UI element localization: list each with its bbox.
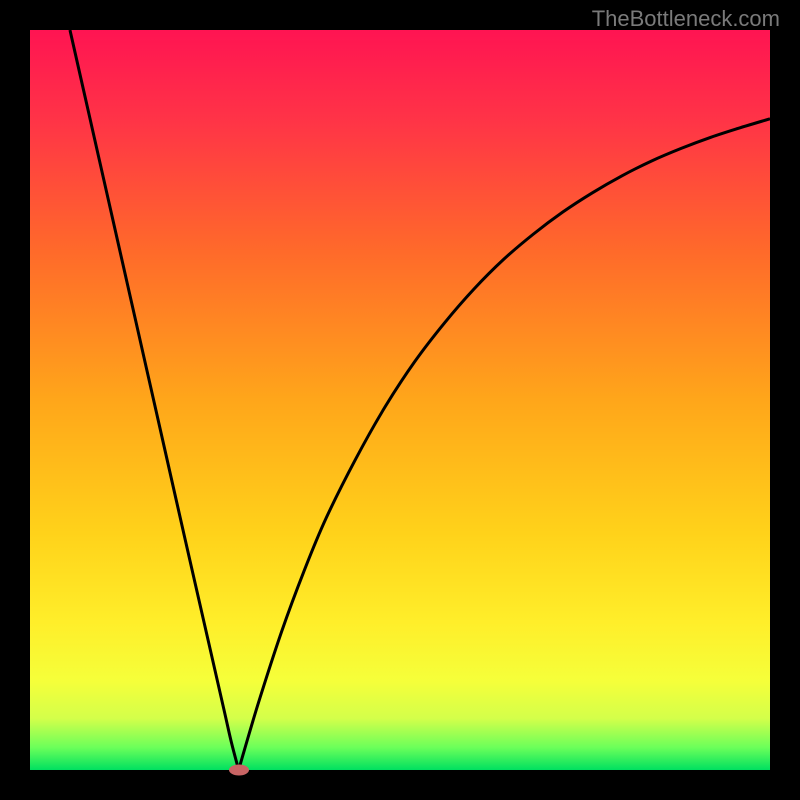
minimum-marker — [229, 765, 249, 776]
chart-container: TheBottleneck.com — [0, 0, 800, 800]
right-branch-curve — [239, 119, 770, 770]
watermark-text: TheBottleneck.com — [592, 6, 780, 32]
plot-area — [30, 30, 770, 770]
curve-layer — [30, 30, 770, 770]
left-branch-curve — [70, 30, 239, 770]
